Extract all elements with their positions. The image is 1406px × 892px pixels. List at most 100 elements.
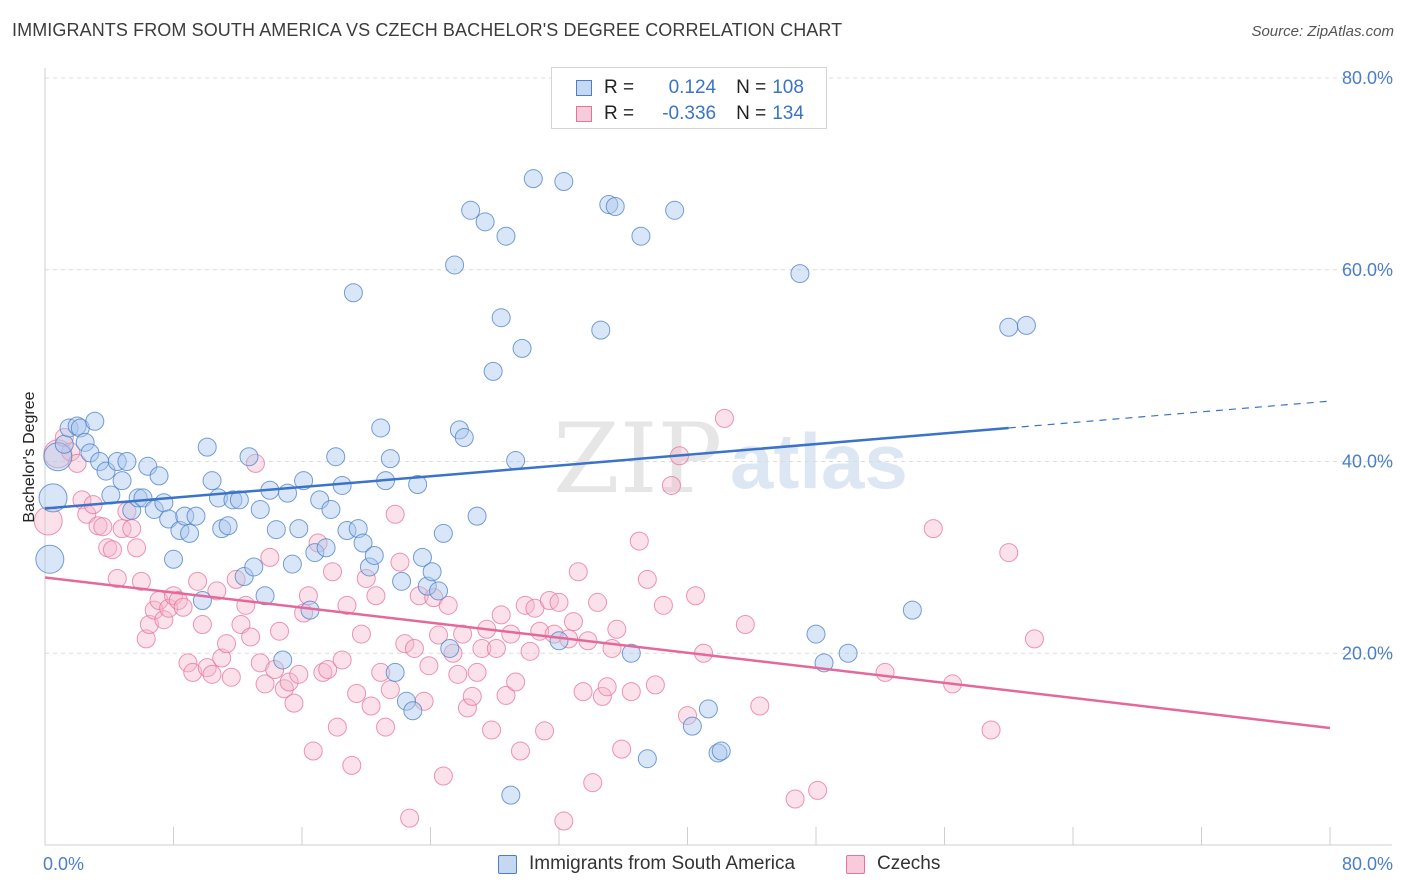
- south-america-point: [838, 643, 858, 663]
- south-america-point: [999, 317, 1019, 337]
- czechs-point: [347, 684, 367, 704]
- y-tick-label: 40.0%: [1342, 452, 1393, 472]
- south-america-point: [506, 451, 526, 471]
- czechs-point: [54, 428, 74, 448]
- czechs-point: [549, 592, 569, 612]
- legend-item-south-america[interactable]: Immigrants from South America: [498, 852, 795, 876]
- south-america-point: [218, 516, 238, 536]
- south-america-point: [1016, 315, 1036, 335]
- czechs-point: [438, 595, 458, 615]
- czechs-point: [173, 597, 193, 617]
- czechs-point: [202, 664, 222, 684]
- south-america-point: [408, 475, 428, 495]
- czechs-point: [923, 519, 943, 539]
- south-america-point: [371, 418, 391, 438]
- south-america-point: [523, 169, 543, 189]
- legend-item-czechs[interactable]: Czechs: [846, 852, 940, 876]
- south-america-point: [159, 509, 179, 529]
- r-label: R =: [604, 103, 635, 124]
- south-america-point: [637, 749, 657, 769]
- south-america-point: [682, 716, 702, 736]
- czechs-point: [303, 741, 323, 761]
- czechs-point: [241, 627, 261, 647]
- czechs-point: [318, 660, 338, 680]
- south-america-point: [549, 631, 569, 651]
- south-america-point: [107, 452, 127, 471]
- south-america-point: [631, 226, 651, 246]
- czechs-point: [136, 629, 156, 649]
- south-america-point: [197, 437, 217, 457]
- south-america-point: [496, 226, 516, 246]
- czechs-point: [501, 624, 521, 644]
- south-america-point: [316, 538, 336, 558]
- czechs-point: [404, 638, 424, 658]
- czechs-point: [192, 614, 212, 634]
- czechs-point: [260, 547, 280, 567]
- south-america-point: [445, 255, 465, 275]
- south-america-point: [412, 547, 432, 567]
- south-america-point: [266, 520, 286, 540]
- czechs-point: [323, 562, 343, 582]
- south-america-point: [380, 449, 400, 469]
- stats-box: R = 0.124 N = 108 R = -0.336 N = 134: [551, 67, 827, 129]
- south-america-point: [250, 499, 270, 519]
- south-america-point: [229, 490, 249, 510]
- czechs-point: [376, 717, 396, 737]
- czechs-point: [592, 686, 612, 706]
- south-america-trendline-extension: [1008, 400, 1331, 429]
- czechs-point: [981, 720, 1001, 740]
- south-america-point: [461, 200, 481, 220]
- czechs-point: [217, 634, 237, 654]
- south-america-point: [38, 483, 68, 513]
- south-america-point: [35, 544, 65, 574]
- czechs-point: [255, 674, 275, 694]
- south-america-point: [128, 488, 148, 508]
- trend-lines: [44, 400, 1331, 730]
- r-value: 0.124: [668, 77, 717, 98]
- czechs-point: [433, 766, 453, 786]
- chart-title: IMMIGRANTS FROM SOUTH AMERICA VS CZECH B…: [12, 20, 843, 40]
- czechs-point: [999, 543, 1019, 563]
- czechs-point: [629, 531, 649, 551]
- y-tick-label: 20.0%: [1342, 643, 1393, 663]
- south-america-point: [332, 475, 352, 495]
- south-america-point: [433, 523, 453, 543]
- south-america-point: [501, 785, 521, 805]
- legend-label: Immigrants from South America: [529, 853, 796, 874]
- south-america-point: [902, 600, 922, 620]
- czechs-point: [67, 453, 87, 473]
- south-america-point: [112, 471, 132, 491]
- south-america-point: [75, 432, 95, 452]
- czechs-point: [395, 634, 415, 654]
- x-tick-label: 0.0%: [43, 854, 84, 874]
- south-america-point: [282, 554, 302, 574]
- south-america-point: [67, 416, 87, 436]
- south-america-trendline: [44, 426, 1009, 510]
- south-america-point: [289, 519, 309, 539]
- czechs-point: [482, 720, 502, 740]
- south-america-point: [133, 488, 153, 508]
- czechs-point: [588, 592, 608, 612]
- czechs-point: [714, 408, 734, 428]
- czechs-point: [33, 506, 63, 536]
- south-america-point: [698, 699, 718, 719]
- czechs-point: [750, 696, 770, 716]
- czechs-point: [429, 625, 449, 645]
- n-value: 108: [772, 77, 804, 98]
- czechs-point: [583, 773, 603, 793]
- south-america-point: [605, 196, 625, 216]
- czechs-point: [265, 660, 285, 680]
- czechs-point: [380, 680, 400, 700]
- czechs-point: [154, 610, 174, 630]
- czechs-point: [221, 667, 241, 687]
- czechs-point: [351, 624, 371, 644]
- czechs-point: [400, 808, 420, 828]
- south-america-point: [512, 338, 532, 358]
- south-america-point: [483, 361, 503, 381]
- czechs-point: [390, 552, 410, 572]
- czechs-point: [535, 721, 555, 741]
- south-america-point: [467, 506, 487, 526]
- tick-labels: 20.0% 40.0% 60.0% 80.0% 0.0% 80.0%: [43, 68, 1393, 874]
- czechs-point: [735, 614, 755, 634]
